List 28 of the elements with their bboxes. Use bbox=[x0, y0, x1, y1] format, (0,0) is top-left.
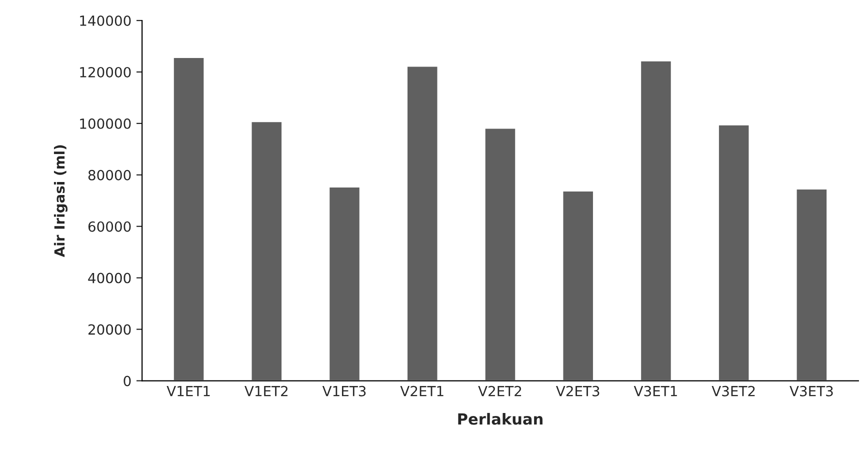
y-tick-label: 40000 bbox=[88, 272, 131, 284]
x-tick-label: V1ET2 bbox=[244, 386, 288, 396]
bar bbox=[795, 188, 828, 381]
x-tick-label: V1ET1 bbox=[166, 386, 210, 396]
x-tick-label: V2ET3 bbox=[556, 386, 600, 396]
y-tick-label: 100000 bbox=[80, 118, 131, 129]
x-tick-label: V2ET2 bbox=[478, 386, 522, 396]
bar bbox=[718, 124, 750, 381]
bar bbox=[640, 60, 672, 381]
bar bbox=[484, 127, 517, 381]
y-tick-label: 120000 bbox=[80, 66, 131, 78]
x-tick-label: V3ET3 bbox=[790, 386, 833, 396]
y-tick-label: 80000 bbox=[88, 170, 131, 180]
y-tick-label: 0 bbox=[124, 376, 131, 386]
x-tick-label: V2ET1 bbox=[400, 386, 444, 396]
bar bbox=[406, 65, 439, 381]
bar bbox=[250, 120, 283, 381]
y-tick-label: 60000 bbox=[88, 221, 131, 232]
x-axis-title: Perlakuan bbox=[458, 412, 542, 425]
y-tick-label: 140000 bbox=[80, 15, 131, 26]
bar bbox=[172, 56, 206, 381]
y-axis-title: Air Irigasi (ml) bbox=[54, 145, 68, 258]
y-tick-label: 20000 bbox=[88, 324, 131, 335]
bar bbox=[562, 190, 594, 381]
x-tick-label: V3ET2 bbox=[712, 386, 755, 396]
x-tick-label: V3ET1 bbox=[634, 386, 677, 396]
bar bbox=[328, 186, 361, 381]
x-tick-label: V1ET3 bbox=[322, 386, 366, 396]
